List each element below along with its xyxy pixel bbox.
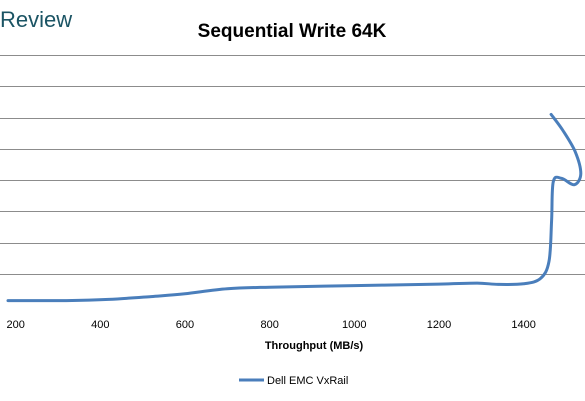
chart-title: Sequential Write 64K [198, 21, 387, 42]
x-tick-label: 200 [6, 319, 24, 331]
x-tick-label: 800 [260, 319, 278, 331]
x-tick-label: 400 [91, 319, 109, 331]
x-tick-label: 1000 [342, 319, 366, 331]
x-tick-label: 1200 [427, 319, 451, 331]
series-line-dell-emc-vxrail [6, 112, 583, 303]
legend: Dell EMC VxRail [239, 375, 348, 387]
x-tick-label: 1400 [511, 319, 535, 331]
x-axis-title: Throughput (MB/s) [265, 340, 364, 352]
x-tick-label: 600 [176, 319, 194, 331]
gridlines [0, 55, 585, 275]
x-tick-labels: 200 400 600 800 1000 1200 1400 [6, 319, 535, 331]
review-watermark: Review [0, 7, 72, 32]
series-layer [6, 112, 583, 303]
legend-label: Dell EMC VxRail [267, 375, 348, 387]
